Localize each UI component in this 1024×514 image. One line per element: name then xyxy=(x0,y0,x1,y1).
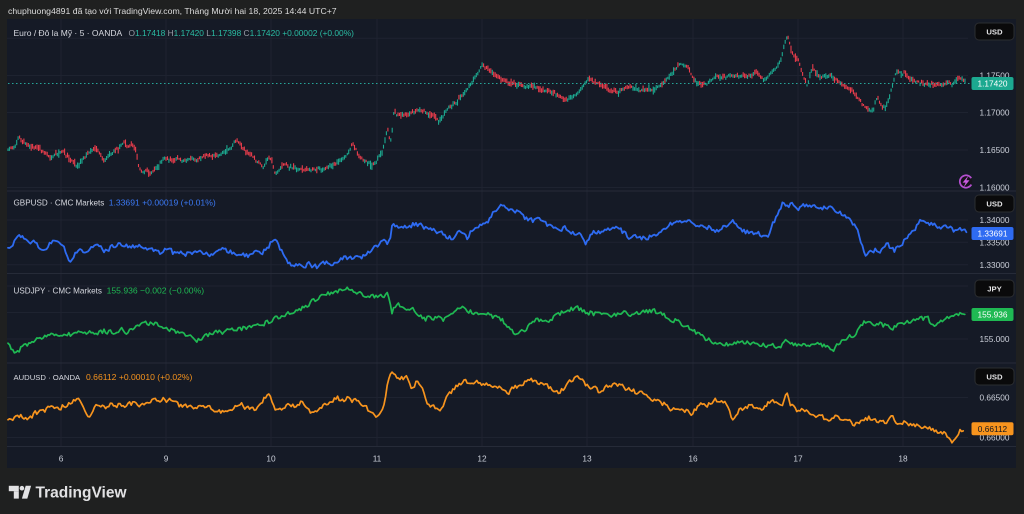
svg-text:1.34000: 1.34000 xyxy=(980,215,1010,225)
svg-text:USDJPY · CMC Markets: USDJPY · CMC Markets xyxy=(14,287,102,296)
svg-text:chuphuong4891 đã tạo với Tradi: chuphuong4891 đã tạo với TradingView.com… xyxy=(8,6,337,16)
svg-text:6: 6 xyxy=(59,454,64,464)
svg-text:155.000: 155.000 xyxy=(980,334,1010,344)
svg-text:11: 11 xyxy=(373,454,382,464)
svg-text:1.33691 +0.00019 (+0.01%): 1.33691 +0.00019 (+0.01%) xyxy=(109,198,216,208)
svg-text:16: 16 xyxy=(688,454,698,464)
svg-text:1.17500: 1.17500 xyxy=(980,71,1010,81)
svg-text:0.66000: 0.66000 xyxy=(980,433,1010,443)
svg-text:JPY: JPY xyxy=(987,285,1002,294)
svg-text:Euro / Đô la Mỹ · 5 · OANDA: Euro / Đô la Mỹ · 5 · OANDA xyxy=(14,28,123,38)
svg-text:17: 17 xyxy=(793,454,803,464)
svg-text:0.66112: 0.66112 xyxy=(978,424,1008,434)
svg-text:12: 12 xyxy=(477,454,487,464)
svg-text:GBPUSD · CMC Markets: GBPUSD · CMC Markets xyxy=(14,199,105,208)
svg-text:AUDUSD · OANDA: AUDUSD · OANDA xyxy=(14,373,82,382)
svg-text:1.16500: 1.16500 xyxy=(980,145,1010,155)
svg-text:18: 18 xyxy=(898,454,908,464)
svg-text:USD: USD xyxy=(986,28,1003,37)
svg-text:9: 9 xyxy=(164,454,169,464)
svg-text:155.936 −0.002 (−0.00%): 155.936 −0.002 (−0.00%) xyxy=(107,286,205,296)
svg-text:1.17420: 1.17420 xyxy=(978,79,1008,89)
svg-text:1.33691: 1.33691 xyxy=(978,229,1008,239)
svg-text:0.66112 +0.00010 (+0.02%): 0.66112 +0.00010 (+0.02%) xyxy=(86,372,193,382)
svg-text:155.936: 155.936 xyxy=(978,310,1008,320)
svg-text:1.16000: 1.16000 xyxy=(980,183,1010,193)
svg-text:1.17000: 1.17000 xyxy=(980,108,1010,118)
svg-text:O1.17418 H1.17420 L1.17398: O1.17418 H1.17420 L1.17398 C1.17420 +0.0… xyxy=(129,28,355,38)
svg-text:13: 13 xyxy=(582,454,592,464)
svg-text:10: 10 xyxy=(266,454,276,464)
svg-text:USD: USD xyxy=(986,200,1003,209)
svg-text:1.33500: 1.33500 xyxy=(980,237,1010,247)
svg-text:1.33000: 1.33000 xyxy=(980,260,1010,270)
svg-text:USD: USD xyxy=(986,373,1003,382)
svg-text:0.66500: 0.66500 xyxy=(980,393,1010,403)
svg-text:TradingView: TradingView xyxy=(36,484,128,501)
